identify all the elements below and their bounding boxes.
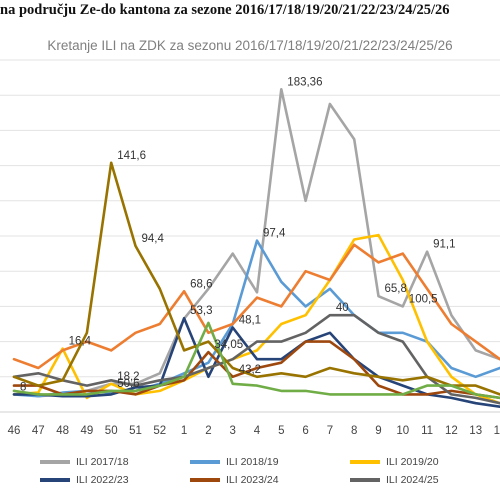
legend-swatch: [350, 478, 380, 482]
legend-item: ILI 2022/23: [40, 474, 129, 486]
data-label: 18,2: [117, 371, 139, 383]
legend-label: ILI 2023/24: [226, 474, 279, 486]
data-label: 183,36: [287, 76, 322, 88]
x-tick-label: 9: [375, 425, 381, 437]
x-tick-label: 5: [278, 425, 284, 437]
x-tick-label: 13: [469, 425, 482, 437]
data-label: 65,8: [385, 283, 407, 295]
legend-swatch: [40, 460, 70, 464]
data-label: 40: [336, 302, 349, 314]
x-tick-label: 2: [205, 425, 211, 437]
legend-swatch: [190, 460, 220, 464]
legend-label: ILI 2024/25: [386, 474, 439, 486]
legend-label: ILI 2022/23: [76, 474, 129, 486]
legend-item: ILI 2017/18: [40, 456, 129, 468]
legend-item: ILI 2018/19: [190, 456, 279, 468]
legend-item: ILI 2023/24: [190, 474, 279, 486]
legend-label: ILI 2019/20: [386, 456, 439, 468]
line-chart: 464748495051521234567891011121314183,361…: [0, 59, 500, 437]
data-label: 34,05: [214, 339, 243, 351]
series-line-0: [12, 88, 500, 398]
x-tick-label: 47: [32, 425, 45, 437]
chart-title: Kretanje ILI na ZDK za sezonu 2016/17/18…: [47, 38, 453, 53]
x-tick-label: 49: [81, 425, 94, 437]
legend-item: ILI 2024/25: [350, 474, 439, 486]
legend-item: ILI 2019/20: [350, 456, 439, 468]
series-line-7: [12, 161, 500, 396]
legend-label: ILI 2018/19: [226, 456, 279, 468]
data-label: 141,6: [117, 150, 146, 162]
data-label: 100,5: [409, 293, 438, 305]
legend-swatch: [190, 478, 220, 482]
series-line-3: [12, 316, 500, 409]
data-label: 48,1: [239, 315, 261, 327]
x-tick-label: 12: [445, 425, 458, 437]
data-label: 97,4: [263, 228, 286, 240]
x-tick-label: 51: [129, 425, 142, 437]
x-tick-label: 3: [229, 425, 235, 437]
data-label: 53,3: [190, 305, 212, 317]
chart-legend: ILI 2017/18 ILI 2018/19 ILI 2019/20 ILI 202…: [0, 452, 500, 500]
x-tick-label: 14: [494, 425, 500, 437]
page-title: na području Ze-do kantona za sezone 2016…: [0, 2, 450, 18]
data-label: 91,1: [433, 239, 455, 251]
data-label: 50,6: [117, 378, 139, 390]
x-tick-label: 46: [8, 425, 21, 437]
x-tick-label: 4: [254, 425, 261, 437]
series-line-8: [12, 321, 500, 400]
x-tick-label: 7: [327, 425, 333, 437]
x-tick-label: 10: [396, 425, 409, 437]
data-label: 43,2: [239, 364, 261, 376]
data-label: 94,4: [142, 233, 165, 245]
legend-swatch: [350, 460, 380, 464]
series-line-5: [12, 313, 500, 405]
x-tick-label: 11: [421, 425, 433, 437]
x-tick-label: 52: [153, 425, 166, 437]
data-label: 16,4: [69, 336, 92, 348]
series-line-6: [12, 243, 500, 370]
legend-swatch: [40, 478, 70, 482]
x-tick-label: 50: [105, 425, 118, 437]
data-label: 8: [20, 381, 26, 393]
x-tick-label: 6: [302, 425, 308, 437]
x-tick-label: 1: [181, 425, 187, 437]
x-tick-label: 8: [351, 425, 357, 437]
legend-label: ILI 2017/18: [76, 456, 129, 468]
x-tick-label: 48: [56, 425, 69, 437]
series-line-4: [12, 340, 500, 400]
data-label: 68,6: [190, 278, 212, 290]
